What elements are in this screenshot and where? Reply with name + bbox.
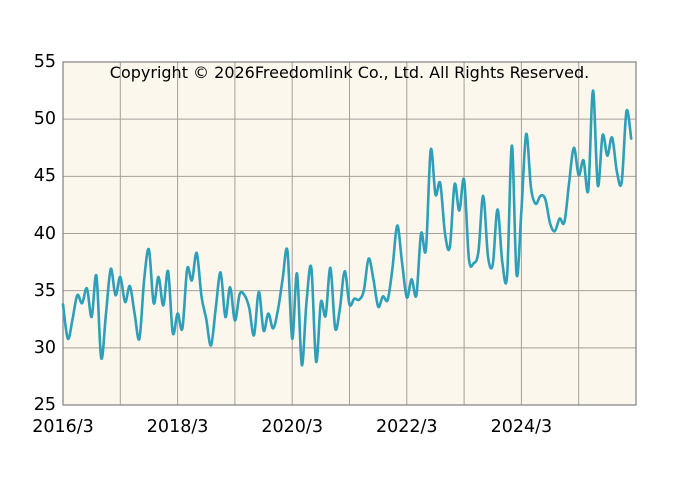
x-tick-label: 2020/3 [261, 417, 323, 437]
x-tick-label: 2018/3 [146, 417, 209, 437]
y-tick-label: 35 [33, 280, 56, 301]
x-tick-label: 2022/3 [376, 417, 438, 437]
x-tick-label: 2016/3 [32, 417, 94, 437]
series-line [61, 89, 633, 367]
copyright-notice: Copyright © 2026Freedomlink Co., Ltd. Al… [109, 63, 590, 82]
y-tick-label: 40 [33, 223, 56, 244]
y-tick-label: 45 [33, 166, 56, 187]
y-tick-label: 25 [33, 395, 56, 415]
x-tick-label: 2024/3 [490, 417, 553, 437]
y-tick-label: 55 [33, 52, 56, 72]
y-tick-label: 50 [33, 109, 56, 130]
plot-border [62, 61, 637, 406]
y-tick-label: 30 [33, 337, 56, 358]
